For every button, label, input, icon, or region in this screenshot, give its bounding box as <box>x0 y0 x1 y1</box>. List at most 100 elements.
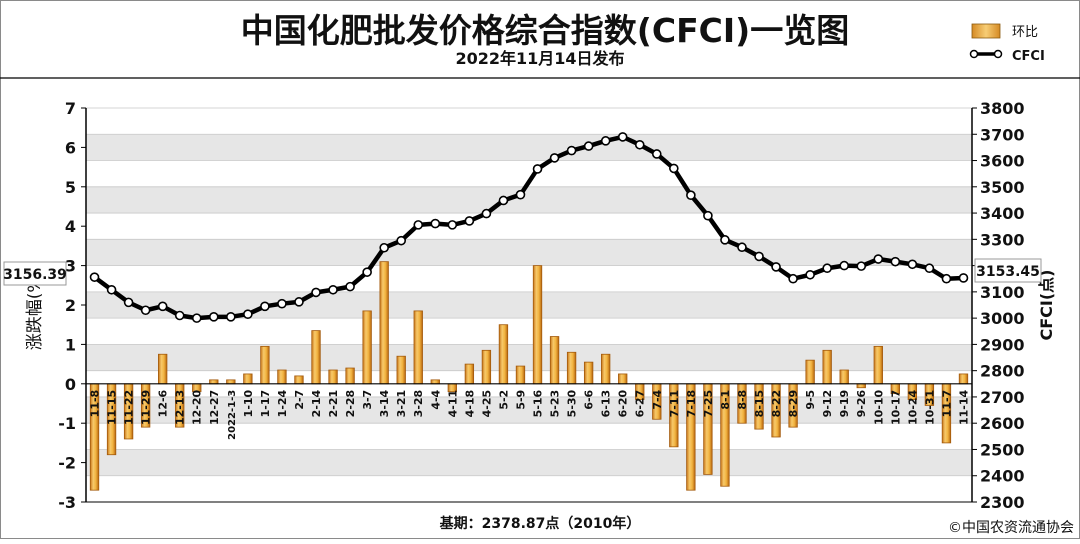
right-tick-label: 2600 <box>980 414 1025 433</box>
cfci-point-6-13 <box>600 136 611 146</box>
cfci-point-3-28 <box>413 220 424 230</box>
x-tick-label: 6-13 <box>600 390 613 418</box>
right-tick-label: 3100 <box>980 283 1025 302</box>
x-tick-label: 11-15 <box>106 390 119 425</box>
base-period-note: 基期：2378.87点（2010年） <box>440 515 641 532</box>
copyright-note: ©中国农资流通协会 <box>948 520 1074 536</box>
cfci-point-12-6 <box>157 301 168 312</box>
x-tick-label: 4-11 <box>446 390 459 418</box>
legend-line-marker-right <box>993 49 1003 59</box>
right-tick-label: 2300 <box>980 493 1025 512</box>
x-tick-label: 10-24 <box>906 389 919 425</box>
bar-11-14 <box>958 373 969 385</box>
x-tick-label: 8-15 <box>753 390 766 418</box>
bar-6-13 <box>601 353 611 385</box>
x-tick-label: 10-31 <box>923 390 936 425</box>
cfci-point-10-31 <box>924 263 935 274</box>
legend-line-label: CFCI <box>1012 49 1045 64</box>
cfci-point-8-1 <box>720 235 730 245</box>
right-tick-label: 2800 <box>980 362 1025 381</box>
x-tick-label: 7-4 <box>651 389 664 409</box>
bar-2-14 <box>311 330 321 385</box>
x-tick-label: 5-23 <box>549 390 562 418</box>
cfci-point-4-18 <box>464 216 475 226</box>
grid-band <box>86 134 972 161</box>
cfci-point-10-24 <box>907 259 918 270</box>
x-tick-label: 12-27 <box>208 390 221 425</box>
bar-2-7 <box>294 375 304 385</box>
cfci-point-5-30 <box>566 145 577 156</box>
bar-2-21 <box>328 369 338 385</box>
cfci-point-2-28 <box>345 281 355 292</box>
cfci-point-1-24 <box>277 298 287 309</box>
x-tick-label: 7-11 <box>668 390 681 418</box>
right-tick-label: 3500 <box>980 178 1025 197</box>
x-tick-label: 12-13 <box>174 390 187 425</box>
cfci-point-4-11 <box>447 220 458 230</box>
bar-5-16 <box>532 265 543 385</box>
cfci-point-11-8 <box>89 272 100 282</box>
cfci-point-7-18 <box>686 190 696 201</box>
cfci-point-7-4 <box>651 149 662 159</box>
cfci-line-group <box>89 132 969 323</box>
cfci-line <box>93 134 964 321</box>
left-tick-label: 6 <box>65 138 76 157</box>
cfci-point-5-9 <box>515 189 526 200</box>
x-tick-label: 7-18 <box>685 390 698 418</box>
cfci-point-4-4 <box>430 218 441 229</box>
bar-3-21 <box>396 355 406 385</box>
right-tick-label: 3600 <box>980 152 1025 171</box>
end-value-label: 3153.45 <box>976 264 1040 280</box>
cfci-point-11-22 <box>123 297 134 308</box>
left-tick-label: 4 <box>65 217 76 236</box>
x-tick-label: 4-25 <box>480 390 493 418</box>
left-tick-label: 3 <box>65 257 76 276</box>
cfci-point-1-10 <box>243 309 253 319</box>
cfci-point-12-27 <box>208 312 219 322</box>
bar-2-28 <box>345 367 355 385</box>
axes: 76543210-1-2-338003700360035003400330032… <box>58 99 1024 512</box>
cfci-point-5-2 <box>498 195 509 206</box>
start-value-callout: 3156.39 <box>3 261 67 286</box>
cfci-point-9-5 <box>805 269 815 280</box>
cfci-point-11-29 <box>140 305 151 316</box>
x-tick-label: 6-6 <box>583 389 596 409</box>
left-tick-label: -3 <box>58 493 76 512</box>
right-tick-label: 2700 <box>980 388 1025 407</box>
grid-band <box>86 291 972 319</box>
bar-5-30 <box>566 351 577 385</box>
bar-5-2 <box>498 324 509 385</box>
x-tick-label: 6-27 <box>634 390 647 418</box>
end-value-callout: 3153.45 <box>974 258 1042 283</box>
bar-3-28 <box>413 310 423 385</box>
right-tick-label: 3800 <box>980 99 1025 118</box>
x-tick-label: 1-17 <box>259 390 272 418</box>
bar-4-25 <box>481 349 492 385</box>
cfci-point-4-25 <box>481 208 492 219</box>
left-tick-label: 0 <box>65 375 76 394</box>
bar-6-20 <box>618 373 628 385</box>
bar-9-5 <box>805 359 815 385</box>
bar-9-12 <box>822 349 832 385</box>
x-tick-label: 2022-1-3 <box>227 390 238 440</box>
grid-band <box>86 344 972 371</box>
grid-band <box>86 186 972 214</box>
bar-1-24 <box>277 369 287 385</box>
start-value-label: 3156.39 <box>3 267 67 283</box>
x-tick-label: 6-20 <box>617 389 630 417</box>
cfci-point-9-26 <box>856 261 867 271</box>
x-tick-label: 11-22 <box>123 390 136 425</box>
cfci-point-2-7 <box>294 297 304 307</box>
cfci-point-2-14 <box>311 287 321 298</box>
x-tick-labels: 11-8 11-15 11-22 11-29 12-6 12-13 12-20 12-27 20… <box>89 389 971 439</box>
cfci-point-12-20 <box>191 313 202 323</box>
left-tick-label: -2 <box>58 454 76 473</box>
x-tick-label: 1-10 <box>242 389 255 417</box>
right-tick-label: 2400 <box>980 467 1025 486</box>
x-tick-label: 12-6 <box>157 389 170 417</box>
x-tick-label: 11-29 <box>140 390 153 425</box>
x-tick-label: 9-19 <box>838 390 851 418</box>
cfci-point-10-17 <box>890 256 901 267</box>
bar-4-18 <box>464 363 475 385</box>
start-value-box <box>3 261 67 286</box>
